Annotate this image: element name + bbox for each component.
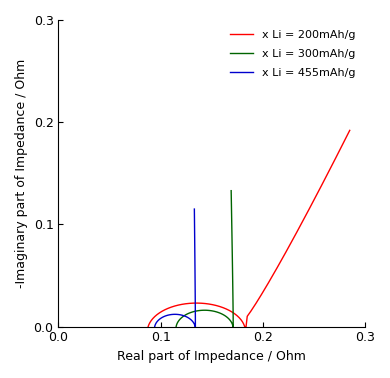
x Li = 455mAh/g [154,321,159,325]
x Li = 300mAh/g [230,277,235,281]
x Li = 200mAh/g [145,328,150,333]
x Li = 300mAh/g [231,326,236,331]
x Li = 455mAh/g [179,313,184,318]
x Li = 200mAh/g [145,327,150,332]
x Li = 300mAh/g [212,309,216,314]
Legend: x Li = 200mAh/g, x Li = 300mAh/g, x Li = 455mAh/g: x Li = 200mAh/g, x Li = 300mAh/g, x Li =… [226,26,360,82]
x Li = 200mAh/g [145,329,150,334]
x Li = 200mAh/g [261,290,266,294]
x Li = 200mAh/g [347,128,352,133]
x Li = 300mAh/g [231,314,236,319]
x Li = 300mAh/g [203,308,208,313]
x Li = 200mAh/g [344,135,349,139]
x Li = 300mAh/g [229,188,234,193]
X-axis label: Real part of Impedance / Ohm: Real part of Impedance / Ohm [117,350,306,363]
x Li = 200mAh/g [243,329,248,334]
Line: x Li = 455mAh/g: x Li = 455mAh/g [154,209,195,328]
Y-axis label: -Imaginary part of Impedance / Ohm: -Imaginary part of Impedance / Ohm [15,59,28,288]
x Li = 455mAh/g [192,207,197,211]
x Li = 455mAh/g [193,326,198,331]
x Li = 455mAh/g [193,325,198,330]
x Li = 200mAh/g [241,322,246,326]
x Li = 300mAh/g [231,325,236,330]
x Li = 200mAh/g [243,328,248,333]
x Li = 455mAh/g [193,316,198,320]
Line: x Li = 200mAh/g: x Li = 200mAh/g [147,130,350,332]
Line: x Li = 300mAh/g: x Li = 300mAh/g [176,191,233,328]
x Li = 300mAh/g [176,319,181,323]
x Li = 455mAh/g [173,312,178,317]
x Li = 455mAh/g [193,282,197,287]
x Li = 455mAh/g [152,326,157,331]
x Li = 300mAh/g [174,326,178,331]
